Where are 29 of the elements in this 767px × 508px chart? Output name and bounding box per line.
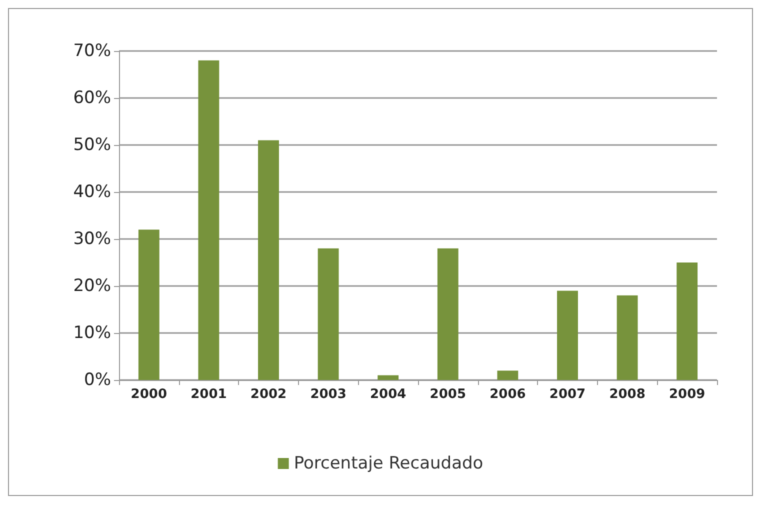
bar [676,262,698,380]
bar [497,370,518,380]
bar [138,230,160,380]
x-tick-label: 2006 [490,387,526,402]
y-tick-label: 60% [73,88,111,108]
bar [557,290,578,380]
bar [437,248,458,380]
y-tick-label: 50% [73,135,111,155]
y-tick-label: 30% [73,229,111,249]
x-tick-label: 2004 [370,387,406,402]
x-tick-label: 2001 [190,387,227,402]
x-tick-label: 2005 [430,387,466,402]
x-tick-label: 2009 [669,387,706,402]
bar [378,375,399,380]
y-tick-label: 40% [73,182,111,202]
bar [198,60,220,380]
legend-label: Porcentaje Recaudado [294,454,484,474]
y-tick-label: 10% [73,323,111,343]
bar [318,248,339,380]
x-tick-label: 2008 [609,387,646,402]
y-tick-label: 0% [84,370,111,390]
y-tick-label: 70% [73,41,111,61]
x-tick-label: 2003 [310,387,346,402]
y-tick-label: 20% [73,276,111,296]
bar [258,140,279,380]
x-tick-label: 2000 [130,387,167,402]
x-tick-label: 2007 [549,387,586,402]
x-tick-label: 2002 [250,387,287,402]
bar [616,295,638,380]
